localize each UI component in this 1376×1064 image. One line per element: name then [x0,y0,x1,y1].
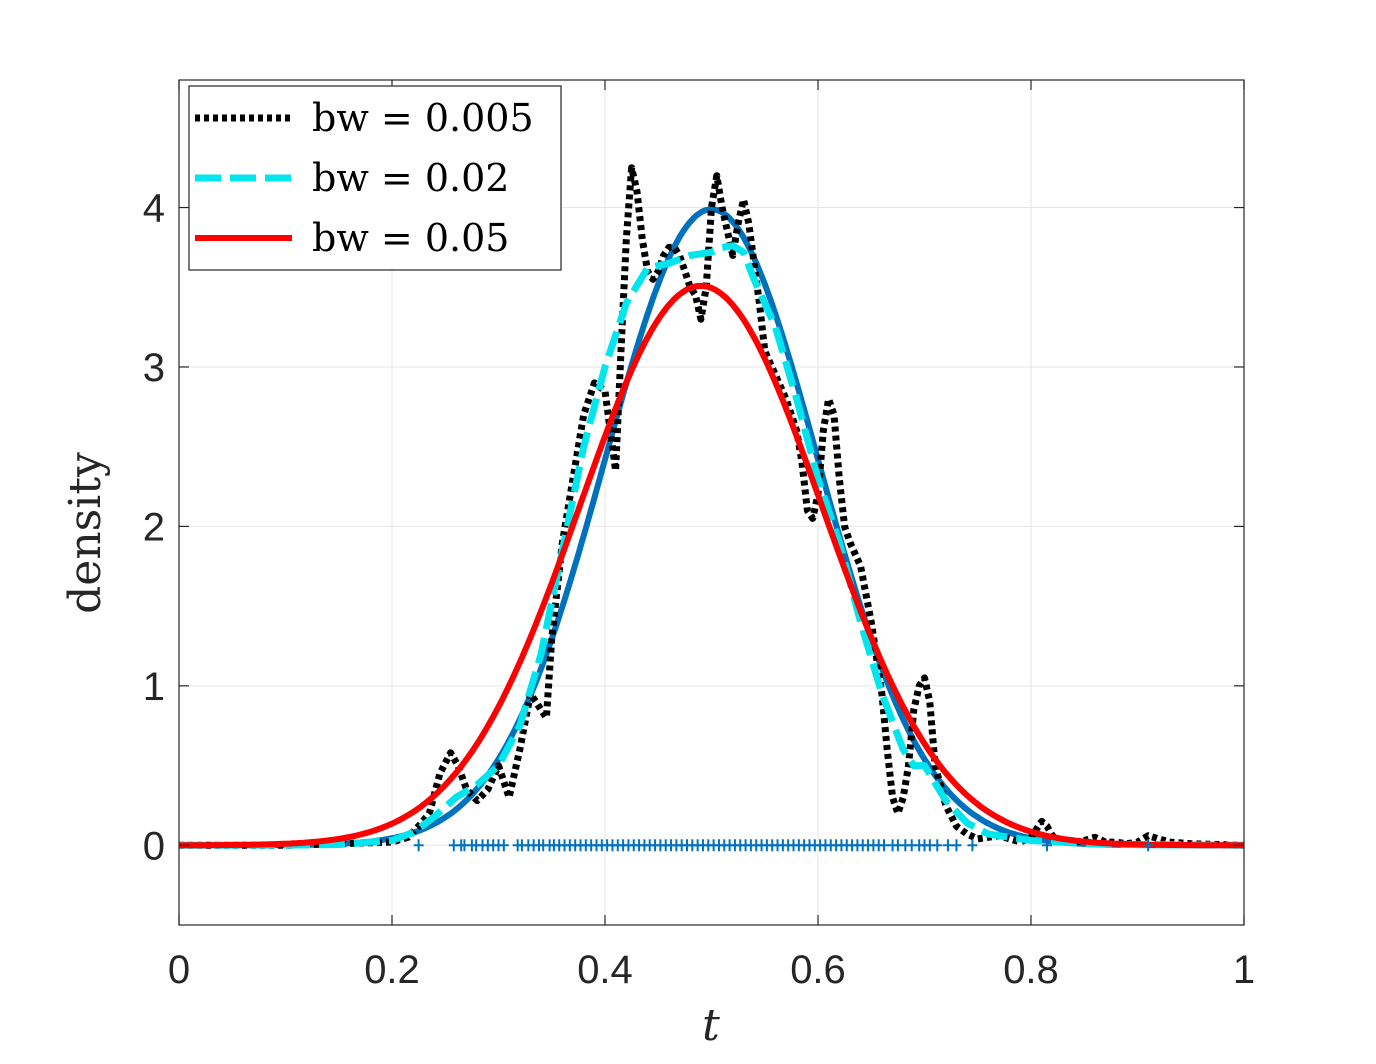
y-tick-label: 1 [143,665,165,709]
series-lines [178,164,1245,849]
rug-marker [967,839,978,852]
rug-marker [879,839,890,852]
rug-marker [932,839,943,852]
legend-label: bw = 0.05 [312,216,509,260]
rug-marker [413,839,424,852]
x-axis-label: t [702,1000,720,1051]
x-tick-label: 0.6 [790,948,846,992]
x-tick-label: 1 [1233,948,1255,992]
legend-label: bw = 0.005 [312,96,534,140]
rug-marker [498,839,509,852]
y-tick-label: 0 [143,824,165,868]
rug-marker [1041,839,1052,852]
rug-marker [1143,839,1154,852]
x-tick-label: 0.4 [577,948,633,992]
sample-rug [413,839,1154,852]
axis-ticks: 0 0.2 0.4 0.6 0.8 1 0 1 2 3 4 [143,80,1255,992]
x-tick-label: 0.8 [1003,948,1059,992]
y-tick-label: 2 [143,505,165,549]
y-tick-label: 4 [143,187,165,231]
legend-label: bw = 0.02 [312,156,509,200]
y-tick-label: 3 [143,346,165,390]
y-axis-label: density [60,452,111,614]
rug-marker [942,839,953,852]
x-tick-label: 0.2 [364,948,420,992]
legend: bw = 0.005 bw = 0.02 bw = 0.05 [188,85,562,271]
rug-marker [951,839,962,852]
x-tick-label: 0 [168,948,190,992]
plot-frame [178,79,1245,926]
series-line-2 [178,242,1245,849]
series-line-3 [178,282,1245,849]
